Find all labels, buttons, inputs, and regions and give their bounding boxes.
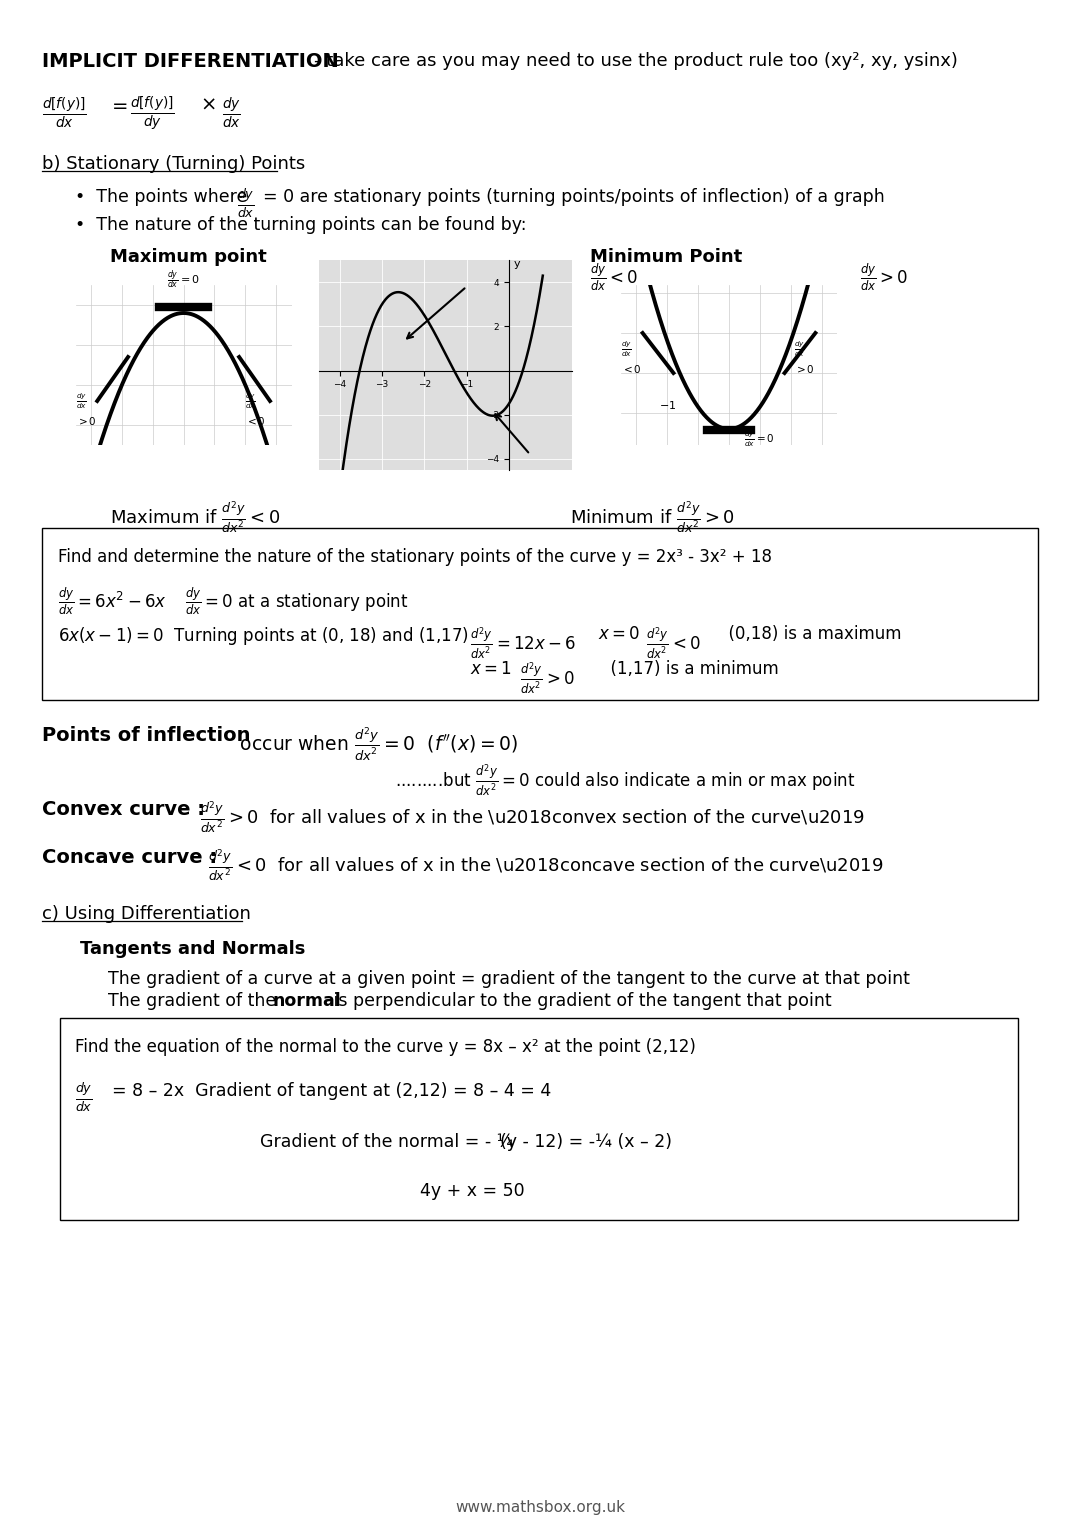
Text: $=$: $=$ [108, 95, 129, 115]
Text: Find the equation of the normal to the curve y = 8x – x² at the point (2,12): Find the equation of the normal to the c… [75, 1038, 696, 1057]
Text: $\frac{dy}{dx} = 0$ at a stationary point: $\frac{dy}{dx} = 0$ at a stationary poin… [185, 586, 408, 618]
Text: Maximum point: Maximum point [110, 247, 267, 266]
Text: $\frac{dy}{dx}$: $\frac{dy}{dx}$ [222, 95, 241, 130]
Text: $x = 0$: $x = 0$ [598, 625, 640, 643]
Text: $x = 1$: $x = 1$ [470, 660, 512, 678]
Text: Minimum Point: Minimum Point [590, 247, 742, 266]
Text: •  The points where: • The points where [75, 188, 247, 206]
Bar [42, 528, 1038, 699]
Text: = 8 – 2x  Gradient of tangent at (2,12) = 8 – 4 = 4: = 8 – 2x Gradient of tangent at (2,12) =… [112, 1083, 551, 1099]
Text: normal: normal [272, 993, 341, 1009]
Text: $\frac{d[f(y)]}{dx}$: $\frac{d[f(y)]}{dx}$ [42, 95, 86, 130]
Text: $\frac{dy}{dx}$: $\frac{dy}{dx}$ [621, 339, 632, 359]
Text: $\frac{dy}{dx}=0$: $\frac{dy}{dx}=0$ [167, 269, 200, 292]
Text: $\frac{dy}{dx}=0$: $\frac{dy}{dx}=0$ [744, 429, 775, 449]
Text: - take care as you may need to use the product rule too (xy², xy, ysinx): - take care as you may need to use the p… [314, 52, 958, 70]
Text: $\frac{d^2y}{dx^2} < 0$  for all values of x in the \u2018concave section of the: $\frac{d^2y}{dx^2} < 0$ for all values o… [208, 847, 883, 884]
Text: .........but $\frac{d^2y}{dx^2} = 0$ could also indicate a min or max point: .........but $\frac{d^2y}{dx^2} = 0$ cou… [395, 762, 855, 797]
Text: $\frac{dy}{dx} > 0$: $\frac{dy}{dx} > 0$ [860, 263, 908, 295]
Text: Maximum if $\frac{d^2y}{dx^2} < 0$: Maximum if $\frac{d^2y}{dx^2} < 0$ [110, 499, 281, 536]
Text: Gradient of the normal = - ¼: Gradient of the normal = - ¼ [260, 1133, 514, 1151]
Text: c) Using Differentiation: c) Using Differentiation [42, 906, 251, 922]
Text: y: y [513, 258, 519, 269]
Text: $\frac{dy}{dx} < 0$: $\frac{dy}{dx} < 0$ [590, 263, 638, 295]
Text: Convex curve :: Convex curve : [42, 800, 205, 818]
Text: $< 0$: $< 0$ [245, 415, 266, 428]
Text: $6x(x - 1) = 0$  Turning points at (0, 18) and (1,17): $6x(x - 1) = 0$ Turning points at (0, 18… [58, 625, 469, 647]
Text: $\frac{dy}{dx} = 6x^2 - 6x$: $\frac{dy}{dx} = 6x^2 - 6x$ [58, 586, 167, 618]
Text: Tangents and Normals: Tangents and Normals [80, 941, 306, 957]
Text: $\frac{dy}{dx}$: $\frac{dy}{dx}$ [237, 188, 255, 220]
Text: $\frac{dy}{dx}$: $\frac{dy}{dx}$ [76, 391, 86, 411]
Text: $< 0$: $< 0$ [621, 363, 642, 376]
Text: IMPLICIT DIFFERENTIATION: IMPLICIT DIFFERENTIATION [42, 52, 339, 70]
Text: $\frac{d^2y}{dx^2} > 0$: $\frac{d^2y}{dx^2} > 0$ [519, 660, 575, 696]
Text: (1,17) is a minimum: (1,17) is a minimum [600, 660, 779, 678]
Text: Points of inflection: Points of inflection [42, 725, 251, 745]
Text: $\frac{d[f(y)]}{dy}$: $\frac{d[f(y)]}{dy}$ [130, 95, 175, 133]
Text: $-1$: $-1$ [659, 399, 676, 411]
Text: $\frac{d^2y}{dx^2} < 0$: $\frac{d^2y}{dx^2} < 0$ [646, 625, 701, 661]
Text: The gradient of a curve at a given point = gradient of the tangent to the curve : The gradient of a curve at a given point… [108, 970, 909, 988]
Text: $\frac{d^2y}{dx^2} = 12x - 6$: $\frac{d^2y}{dx^2} = 12x - 6$ [470, 625, 576, 661]
Text: The gradient of the: The gradient of the [108, 993, 282, 1009]
Text: $\times$: $\times$ [200, 95, 216, 115]
Text: www.mathsbox.org.uk: www.mathsbox.org.uk [455, 1500, 625, 1515]
Bar [60, 1019, 1018, 1220]
Text: 4y + x = 50: 4y + x = 50 [420, 1182, 525, 1200]
Text: = 0 are stationary points (turning points/points of inflection) of a graph: = 0 are stationary points (turning point… [264, 188, 885, 206]
Text: Concave curve :: Concave curve : [42, 847, 217, 867]
Text: $\frac{dy}{dx}$: $\frac{dy}{dx}$ [245, 391, 256, 411]
Text: •  The nature of the turning points can be found by:: • The nature of the turning points can b… [75, 215, 527, 234]
Text: occur when $\frac{d^2y}{dx^2} = 0$  $(f''(x) = 0)$: occur when $\frac{d^2y}{dx^2} = 0$ $(f''… [234, 725, 518, 764]
Text: (0,18) is a maximum: (0,18) is a maximum [718, 625, 902, 643]
Text: $\frac{d^2y}{dx^2} > 0$  for all values of x in the \u2018convex section of the : $\frac{d^2y}{dx^2} > 0$ for all values o… [200, 800, 865, 837]
Text: Find and determine the nature of the stationary points of the curve y = 2x³ - 3x: Find and determine the nature of the sta… [58, 548, 772, 567]
Text: b) Stationary (Turning) Points: b) Stationary (Turning) Points [42, 156, 306, 173]
Text: $\frac{dy}{dx}$: $\frac{dy}{dx}$ [794, 339, 805, 359]
Text: is perpendicular to the gradient of the tangent that point: is perpendicular to the gradient of the … [328, 993, 832, 1009]
Text: $> 0$: $> 0$ [76, 415, 96, 428]
Text: Minimum if $\frac{d^2y}{dx^2} > 0$: Minimum if $\frac{d^2y}{dx^2} > 0$ [570, 499, 735, 536]
Text: $> 0$: $> 0$ [794, 363, 814, 376]
Text: $\frac{dy}{dx}$: $\frac{dy}{dx}$ [75, 1083, 93, 1115]
Text: (y - 12) = -¼ (x – 2): (y - 12) = -¼ (x – 2) [500, 1133, 672, 1151]
